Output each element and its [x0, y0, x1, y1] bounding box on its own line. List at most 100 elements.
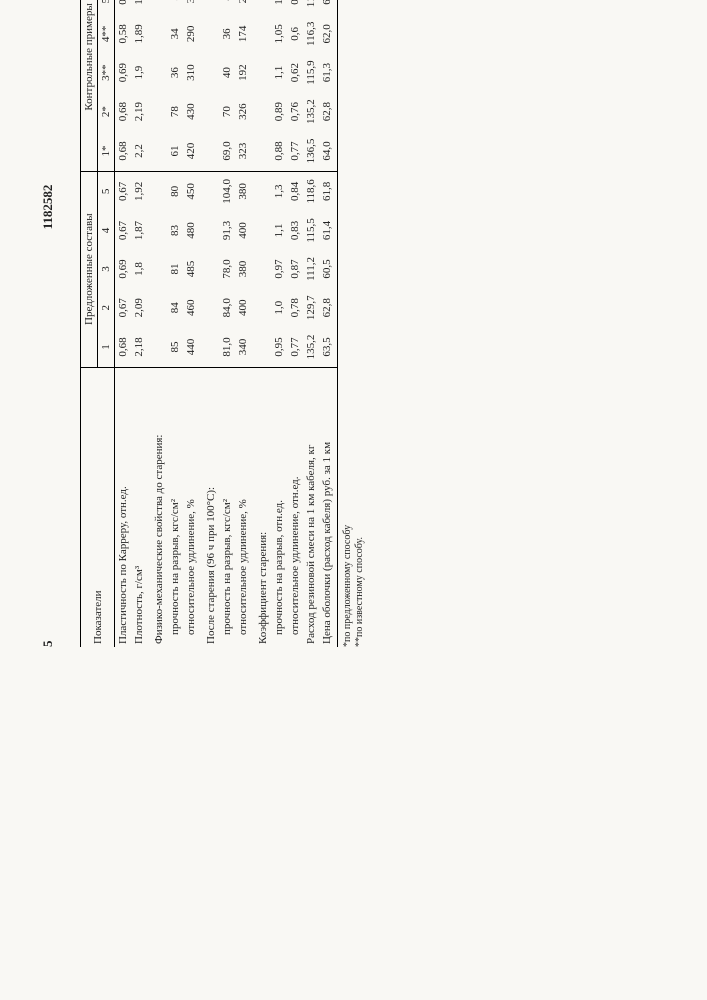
cell-empty	[147, 92, 167, 131]
cell-empty	[147, 327, 167, 367]
cell: 290	[183, 14, 199, 53]
cell: 0,89	[271, 92, 287, 131]
col-b-2: 3**	[98, 53, 115, 92]
cell: 400	[235, 211, 251, 250]
table-row: относительное удлинение, %34040038040038…	[235, 0, 251, 647]
cell: 485	[183, 250, 199, 288]
cell-empty	[199, 171, 219, 211]
table-row: прочность на разрыв, отн.ед.0,951,00,971…	[271, 0, 287, 647]
cell: 0,88	[271, 131, 287, 171]
cell: 69,0	[219, 131, 235, 171]
cell: 400	[235, 288, 251, 327]
table-row: прочность на разрыв, кгс/см²81,084,078,0…	[219, 0, 235, 647]
cell: 1,8	[131, 250, 147, 288]
table-row: Пластичность по Карреру, отн.ед.0,680,67…	[115, 0, 132, 647]
table-row: После старения (96 ч при 100°С):	[199, 0, 219, 647]
cell: 0,62	[287, 53, 303, 92]
cell: 118,6	[303, 0, 319, 14]
page: 5 1182582 6 Таблица 2 Показатели Предлож…	[0, 0, 707, 707]
cell: 129,7	[303, 288, 319, 327]
top-line: 5 1182582 6	[40, 0, 56, 647]
footnote-2: **по известному способу.	[354, 0, 366, 647]
table-head: Показатели Предложенные составы Контроль…	[81, 0, 115, 647]
row-label: прочность на разрыв, отн.ед.	[271, 367, 287, 647]
table-row: относительное удлинение, отн.ед.0,770,78…	[287, 0, 303, 647]
cell: 81	[167, 250, 183, 288]
cell: 0,83	[287, 211, 303, 250]
cell: 80	[167, 171, 183, 211]
table-row: относительное удлинение, %44046048548045…	[183, 0, 199, 647]
table-row: Коэффициент старения:	[251, 0, 271, 647]
cell: 60,5	[319, 250, 338, 288]
cell: 380	[235, 250, 251, 288]
cell: 0,65	[115, 0, 132, 14]
cell-empty	[199, 14, 219, 53]
cell: 2,2	[131, 131, 147, 171]
cell-empty	[251, 171, 271, 211]
cell: 1,1	[271, 211, 287, 250]
cell: 36	[219, 14, 235, 53]
cell: 440	[183, 327, 199, 367]
cell: 174	[235, 14, 251, 53]
cell: 1,9	[131, 53, 147, 92]
cell-empty	[147, 53, 167, 92]
cell-empty	[147, 14, 167, 53]
cell-empty	[147, 0, 167, 14]
cell: 64,0	[319, 131, 338, 171]
footnotes: *по предложенному способу **по известном…	[342, 0, 366, 647]
cell: 320	[183, 0, 199, 14]
cell: 460	[183, 288, 199, 327]
cell: 326	[235, 92, 251, 131]
cell-empty	[251, 0, 271, 14]
cell-empty	[147, 131, 167, 171]
cell: 0,68	[115, 327, 132, 367]
cell: 0,69	[115, 250, 132, 288]
col-b-0: 1*	[98, 131, 115, 171]
cell-empty	[199, 131, 219, 171]
section-label: После старения (96 ч при 100°С):	[199, 367, 219, 647]
cell: 0,95	[271, 327, 287, 367]
cell: 1,89	[131, 14, 147, 53]
page-num-left: 5	[40, 641, 56, 648]
cell-empty	[251, 53, 271, 92]
cell: 1,92	[131, 0, 147, 14]
cell: 62,8	[319, 288, 338, 327]
table-row: прочность на разрыв, кгс/см²858481838061…	[167, 0, 183, 647]
cell: 2,19	[131, 92, 147, 131]
cell: 480	[183, 211, 199, 250]
cell: 0,87	[287, 250, 303, 288]
cell-empty	[199, 53, 219, 92]
cell: 1,87	[131, 211, 147, 250]
col-a-4: 5	[98, 171, 115, 211]
hdr-group-control: Контрольные примеры	[81, 0, 98, 171]
cell: 0,67	[115, 288, 132, 327]
cell: 0,76	[287, 92, 303, 131]
cell: 0,6	[287, 14, 303, 53]
cell-empty	[199, 0, 219, 14]
hdr-group-proposed: Предложенные составы	[81, 171, 98, 367]
cell-empty	[199, 211, 219, 250]
section-label: Физико-механические свойства до старения…	[147, 367, 167, 647]
cell-empty	[147, 250, 167, 288]
cell: 63,5	[319, 327, 338, 367]
cell: 323	[235, 131, 251, 171]
cell-empty	[147, 171, 167, 211]
hdr-parameters: Показатели	[81, 367, 115, 647]
row-label: относительное удлинение, отн.ед.	[287, 367, 303, 647]
cell: 1,07	[271, 0, 287, 14]
cell-empty	[251, 92, 271, 131]
cell: 1,3	[271, 171, 287, 211]
cell: 62,8	[319, 92, 338, 131]
cell: 61,8	[319, 171, 338, 211]
table-row: Плотность, г/см³2,182,091,81,871,922,22,…	[131, 0, 147, 647]
cell: 118,6	[303, 171, 319, 211]
cell: 0,67	[115, 211, 132, 250]
cell: 61,4	[319, 211, 338, 250]
data-table: Показатели Предложенные составы Контроль…	[80, 0, 338, 647]
cell-empty	[251, 211, 271, 250]
col-a-3: 4	[98, 211, 115, 250]
cell-empty	[251, 250, 271, 288]
cell-empty	[199, 288, 219, 327]
cell: 40	[219, 53, 235, 92]
col-a-1: 2	[98, 288, 115, 327]
